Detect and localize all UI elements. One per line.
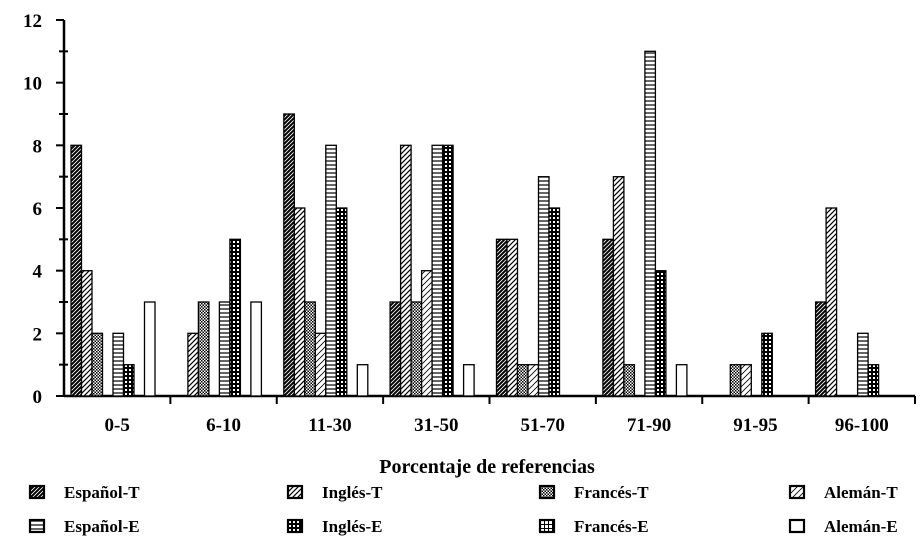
bar-ingl-s-t: [612, 176, 625, 397]
x-tick-label: 96-100: [835, 415, 889, 436]
bar-espa-ol-t: [602, 238, 615, 397]
bar-espa-ol-e: [644, 50, 657, 397]
bar-espa-ol-t: [389, 301, 402, 397]
bar-ingl-s-t: [506, 238, 519, 397]
bar-alem-n-e: [356, 364, 369, 397]
legend-swatch: [788, 518, 806, 534]
legend-swatch: [28, 518, 46, 534]
bar-ingl-s-t: [187, 332, 200, 397]
axes: 0 2 4 6 8 10 12: [23, 11, 916, 408]
bar-franc-s-t: [729, 364, 742, 397]
legend-label: Español-T: [64, 483, 140, 502]
bar-espa-ol-e: [325, 144, 337, 397]
bar-franc-s-t: [516, 364, 529, 397]
x-tick-label: 6-10: [206, 415, 241, 436]
bar-ingl-s-t: [825, 207, 838, 397]
bars-group: [70, 50, 880, 397]
legend-label: Inglés-T: [322, 483, 383, 502]
legend-label: Español-E: [64, 517, 140, 536]
x-tick-label: 0-5: [105, 415, 130, 436]
x-tick-label: 31-50: [414, 415, 458, 436]
bar-franc-s-t: [623, 364, 636, 397]
legend-swatch: [286, 518, 304, 534]
bar-espa-ol-t: [814, 301, 827, 397]
bar-ingl-s-e: [548, 207, 561, 397]
bar-franc-s-t: [304, 301, 316, 397]
bar-ingl-s-e: [867, 364, 880, 397]
y-tick-label: 4: [33, 262, 43, 283]
legend-swatch: [538, 518, 556, 534]
bar-espa-ol-t: [70, 144, 83, 397]
bar-franc-s-t: [410, 301, 423, 397]
bar-alem-n-e: [250, 301, 263, 397]
x-tick-label: 11-30: [308, 415, 351, 436]
x-axis-title: Porcentaje de referencias: [379, 456, 595, 478]
bar-franc-s-t: [91, 332, 104, 397]
x-tick-label: 71-90: [627, 415, 671, 436]
x-tick-label: 91-95: [733, 415, 777, 436]
legend-swatch: [28, 484, 46, 500]
bar-ingl-s-e: [122, 364, 135, 397]
bar-ingl-s-t: [293, 207, 306, 397]
x-tick-label: 51-70: [521, 415, 565, 436]
legend-swatch: [286, 484, 304, 500]
legend-swatch: [538, 484, 556, 500]
legend: Español-T Inglés-T Francés-T Alemán-T Españo…: [28, 483, 898, 536]
bar-ingl-s-e: [761, 332, 773, 397]
bar-alem-n-t: [527, 364, 540, 397]
bar-alem-n-e: [462, 364, 475, 397]
bar-espa-ol-t: [283, 113, 295, 397]
bar-alem-n-t: [740, 364, 752, 397]
bar-alem-n-e: [675, 364, 688, 397]
bar-espa-ol-e: [856, 332, 869, 397]
x-tick-labels: 0-5 6-10 11-30 31-50 51-70 71-90 91-95 96-100: [105, 415, 889, 436]
y-tick-label: 8: [33, 136, 43, 157]
y-tick-label: 6: [33, 199, 43, 220]
bar-espa-ol-e: [537, 176, 550, 397]
y-tick-label: 0: [33, 387, 43, 408]
legend-label: Francés-T: [574, 483, 649, 502]
bar-ingl-s-e: [229, 238, 242, 397]
bar-ingl-s-e: [335, 207, 348, 397]
legend-label: Francés-E: [574, 517, 649, 536]
bar-ingl-s-e: [441, 144, 454, 397]
bar-ingl-s-t: [80, 270, 93, 397]
bar-alem-n-t: [314, 332, 327, 397]
y-tick-label: 2: [33, 324, 43, 345]
bar-ingl-s-e: [654, 270, 667, 397]
bar-ingl-s-t: [399, 144, 412, 397]
bar-espa-ol-e: [112, 332, 125, 397]
legend-label: Inglés-E: [322, 517, 382, 536]
y-tick-label: 10: [23, 74, 42, 95]
bar-espa-ol-e: [431, 144, 444, 397]
y-tick-label: 12: [23, 11, 42, 32]
bar-alem-n-e: [143, 301, 156, 397]
legend-swatch: [788, 484, 806, 500]
bar-franc-s-t: [197, 301, 210, 397]
bar-espa-ol-t: [495, 238, 508, 397]
bar-espa-ol-e: [218, 301, 231, 397]
legend-label: Alemán-T: [824, 483, 898, 502]
bar-alem-n-t: [420, 270, 433, 397]
legend-label: Alemán-E: [824, 517, 898, 536]
